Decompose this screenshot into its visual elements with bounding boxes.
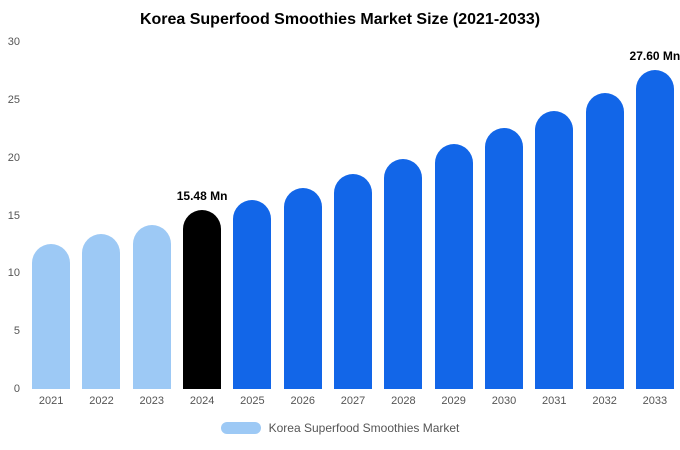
bar-2027[interactable] — [334, 173, 373, 389]
bar-column-2033: 27.60 Mn — [630, 42, 680, 389]
bar-2026[interactable] — [283, 187, 322, 389]
bar-2031[interactable] — [535, 111, 574, 389]
bar-column-2029 — [429, 42, 479, 389]
x-axis-labels: 2021 2022 2023 2024 2025 2026 2027 2028 2029 2030… — [26, 395, 680, 407]
bar-column-2027 — [328, 42, 378, 389]
bar-column-2028 — [378, 42, 428, 389]
bar-column-2031 — [529, 42, 579, 389]
x-tick-label-2033: 2033 — [642, 395, 668, 407]
chart-area: 0 5 10 15 20 25 30 15.48 Mn 27.60 Mn 2021 2022 20… — [0, 36, 680, 435]
x-tick-label-2026: 2026 — [290, 395, 315, 407]
x-tick-label-2022: 2022 — [89, 395, 114, 407]
plot-area: 15.48 Mn 27.60 Mn — [26, 42, 680, 389]
bar-column-2025 — [227, 42, 277, 389]
bar-column-2032 — [579, 42, 629, 389]
bar-value-label-2024: 15.48 Mn — [176, 188, 228, 203]
y-tick-label: 30 — [7, 36, 20, 48]
x-tick-label-2021: 2021 — [38, 395, 64, 407]
chart-title: Korea Superfood Smoothies Market Size (2… — [139, 11, 541, 28]
x-tick-label-2028: 2028 — [391, 395, 416, 407]
bar-column-2024: 15.48 Mn — [177, 42, 227, 389]
bar-2030[interactable] — [484, 127, 523, 389]
x-tick-label-2032: 2032 — [592, 395, 617, 407]
bar-column-2026 — [278, 42, 328, 389]
x-tick-label-2025: 2025 — [240, 395, 265, 407]
legend[interactable]: Korea Superfood Smoothies Market — [0, 421, 680, 435]
legend-swatch-icon[interactable] — [220, 422, 261, 434]
bar-2022[interactable] — [82, 234, 121, 389]
bar-2029[interactable] — [434, 143, 473, 389]
y-tick-label: 0 — [13, 383, 20, 395]
y-tick-label: 15 — [7, 209, 20, 222]
bar-column-2023 — [127, 42, 177, 389]
bar-2024[interactable] — [183, 209, 222, 389]
x-tick-label-2024: 2024 — [189, 395, 215, 407]
bar-2023[interactable] — [132, 224, 171, 389]
y-axis: 0 5 10 15 20 25 30 — [0, 36, 22, 395]
x-tick-label-2030: 2030 — [491, 395, 517, 407]
bar-column-2030 — [479, 42, 529, 389]
y-tick-label: 20 — [7, 151, 20, 164]
y-tick-label: 10 — [7, 267, 20, 280]
x-tick-label-2029: 2029 — [441, 395, 466, 407]
bar-2025[interactable] — [233, 200, 272, 389]
bar-value-label-2033: 27.60 Mn — [629, 48, 680, 63]
bar-2021[interactable] — [32, 244, 71, 389]
x-tick-label-2027: 2027 — [340, 395, 366, 407]
bar-2028[interactable] — [384, 158, 423, 389]
y-tick-label: 25 — [7, 93, 20, 106]
bar-2033[interactable] — [635, 69, 674, 389]
bar-column-2021 — [26, 42, 76, 389]
x-tick-label-2023: 2023 — [139, 395, 165, 407]
bar-column-2022 — [76, 42, 126, 389]
bar-2032[interactable] — [585, 92, 624, 389]
x-tick-label-2031: 2031 — [542, 395, 567, 407]
legend-label[interactable]: Korea Superfood Smoothies Market — [268, 421, 460, 435]
y-tick-label: 5 — [13, 325, 20, 338]
